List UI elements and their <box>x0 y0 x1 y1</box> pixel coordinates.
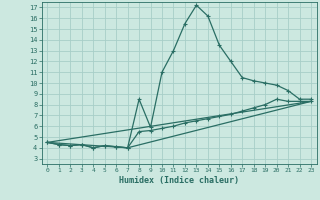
X-axis label: Humidex (Indice chaleur): Humidex (Indice chaleur) <box>119 176 239 185</box>
